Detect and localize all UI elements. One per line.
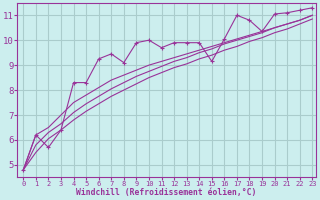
X-axis label: Windchill (Refroidissement éolien,°C): Windchill (Refroidissement éolien,°C) (76, 188, 257, 197)
